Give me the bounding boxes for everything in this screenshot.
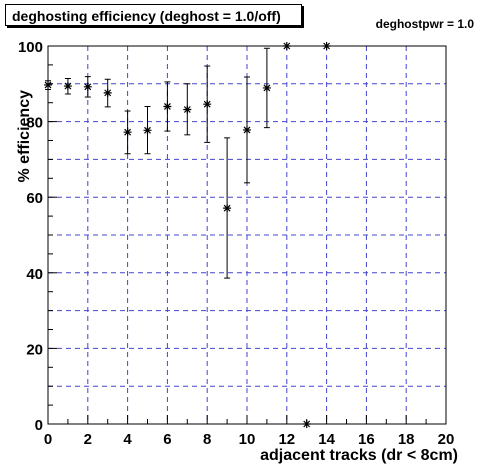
asterisk-marker bbox=[282, 42, 291, 50]
data-point bbox=[223, 137, 232, 279]
asterisk-marker bbox=[83, 82, 92, 91]
y-tick-label: 100 bbox=[18, 39, 43, 56]
y-tick-label: 20 bbox=[26, 341, 43, 358]
y-tick-label: 80 bbox=[26, 115, 43, 132]
x-axis-label: adjacent tracks (dr < 8cm) bbox=[260, 447, 458, 464]
data-point bbox=[203, 65, 212, 143]
x-tick-label: 0 bbox=[44, 431, 52, 448]
y-axis-label: % efficiency bbox=[16, 90, 33, 183]
data-point bbox=[322, 42, 331, 50]
y-tick-label: 0 bbox=[35, 417, 43, 434]
data-point bbox=[183, 83, 192, 136]
data-point bbox=[282, 42, 291, 50]
axis-ticks bbox=[47, 45, 447, 425]
asterisk-marker bbox=[223, 204, 232, 213]
asterisk-marker bbox=[262, 83, 271, 92]
x-tick-label: 16 bbox=[358, 431, 375, 448]
x-tick-label: 18 bbox=[398, 431, 415, 448]
asterisk-marker bbox=[203, 100, 212, 109]
x-tick-label: 10 bbox=[239, 431, 256, 448]
data-point bbox=[44, 80, 52, 90]
data-point bbox=[143, 105, 152, 155]
y-tick-label: 40 bbox=[26, 266, 43, 283]
data-point bbox=[63, 78, 72, 95]
x-tick-label: 8 bbox=[203, 431, 211, 448]
x-tick-label: 12 bbox=[278, 431, 295, 448]
data-point bbox=[243, 76, 251, 184]
data-point bbox=[163, 81, 172, 132]
y-tick-label: 60 bbox=[26, 190, 43, 207]
data-point bbox=[123, 110, 132, 155]
x-tick-label: 14 bbox=[318, 431, 335, 448]
x-tick-label: 6 bbox=[163, 431, 171, 448]
data-point bbox=[83, 76, 92, 98]
data-point bbox=[103, 78, 112, 108]
chart-title: deghosting efficiency (deghost = 1.0/off… bbox=[5, 4, 302, 26]
asterisk-marker bbox=[183, 105, 192, 114]
chart-annotation: deghostpwr = 1.0 bbox=[375, 17, 474, 31]
asterisk-marker bbox=[322, 42, 331, 50]
asterisk-marker bbox=[44, 80, 52, 89]
asterisk-marker bbox=[302, 420, 311, 428]
asterisk-marker bbox=[163, 102, 172, 111]
tick-labels: 0 2 4 6 8 10 12 14 16 18 20 0 20 40 60 80 100 bbox=[18, 39, 454, 448]
asterisk-marker bbox=[63, 82, 72, 91]
asterisk-marker bbox=[143, 126, 152, 135]
x-tick-label: 4 bbox=[123, 431, 132, 448]
data-point bbox=[262, 47, 271, 129]
data-point bbox=[302, 420, 311, 428]
x-tick-label: 20 bbox=[438, 431, 455, 448]
asterisk-marker bbox=[103, 88, 112, 97]
asterisk-marker bbox=[123, 128, 132, 137]
data-points bbox=[44, 42, 331, 428]
asterisk-marker bbox=[243, 125, 251, 134]
x-tick-label: 2 bbox=[84, 431, 92, 448]
